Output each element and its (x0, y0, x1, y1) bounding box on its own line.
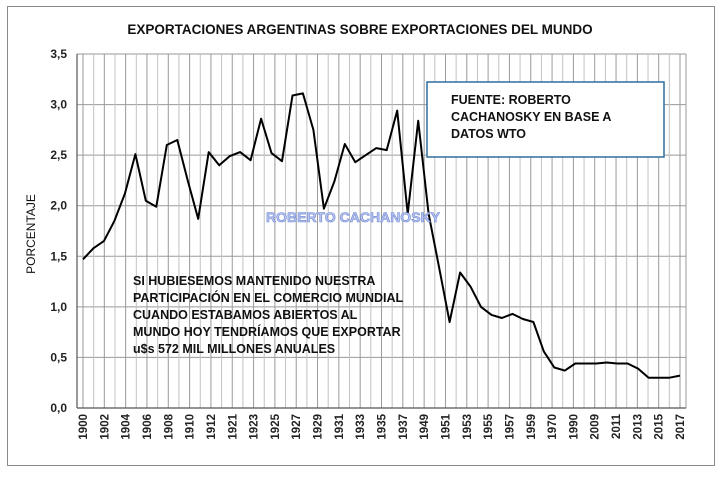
x-tick-label: 2015 (654, 413, 666, 439)
x-tick-label: 1921 (227, 413, 239, 439)
x-tick-label: 1908 (163, 413, 175, 439)
x-tick-label: 1910 (185, 414, 197, 440)
x-tick-label: 1904 (121, 413, 133, 439)
x-tick-label: 1931 (334, 413, 346, 439)
y-tick-label: 2,0 (50, 199, 67, 213)
y-tick-labels: 0,0 0,5 1,0 1,5 2,0 2,5 3,0 3,5 (50, 47, 67, 415)
note-line: CUANDO ESTABAMOS ABIERTOS AL (133, 308, 358, 322)
x-tick-label: 1906 (142, 414, 154, 440)
x-tick-label: 1912 (206, 414, 218, 440)
y-axis-label: PORCENTAJE (24, 194, 38, 274)
x-tick-label: 1957 (504, 414, 516, 440)
x-tick-label: 1959 (526, 414, 538, 440)
source-line: CACHANOSKY EN BASE A (451, 110, 611, 124)
series-line-export-share (82, 92, 681, 379)
x-tick-label: 1970 (547, 414, 559, 440)
x-tick-label: 1900 (78, 414, 90, 440)
x-tick-label: 1937 (398, 414, 410, 440)
chart-title: EXPORTACIONES ARGENTINAS SOBRE EXPORTACI… (127, 22, 592, 37)
note-line: MUNDO HOY TENDRÍAMOS QUE EXPORTAR (133, 324, 401, 339)
x-tick-label: 1990 (568, 414, 580, 440)
x-tick-labels: 1900 1902 1904 1906 1908 1910 1912 1921 1923 1925… (78, 413, 687, 439)
y-tick-label: 3,5 (50, 47, 67, 61)
y-tick-label: 1,0 (50, 300, 67, 314)
source-line: DATOS WTO (451, 127, 526, 141)
x-tick-label: 1949 (419, 414, 431, 440)
y-tick-label: 0,5 (50, 350, 67, 364)
y-tick-label: 3,0 (50, 98, 67, 112)
series-layer (82, 92, 681, 379)
watermark-text: ROBERTO CACHANOSKY (266, 209, 441, 225)
x-tick-label: 2017 (675, 414, 687, 440)
x-tick-label: 1902 (99, 414, 111, 440)
y-tick-label: 1,5 (50, 249, 67, 263)
note-line: u$s 572 MIL MILLONES ANUALES (133, 342, 335, 356)
x-tick-label: 1925 (270, 413, 282, 439)
x-tick-label: 1935 (377, 413, 389, 439)
note-line: PARTICIPACIÓN EN EL COMERCIO MUNDIAL (133, 290, 404, 305)
note-line: SI HUBIESEMOS MANTENIDO NUESTRA (133, 274, 375, 288)
x-tick-label: 1951 (440, 413, 452, 439)
x-tick-label: 1927 (291, 414, 303, 440)
note-annotation: SI HUBIESEMOS MANTENIDO NUESTRA PARTICIPA… (133, 274, 404, 356)
x-tick-label: 2011 (611, 413, 623, 439)
source-line: FUENTE: ROBERTO (451, 93, 571, 107)
source-annotation-box: FUENTE: ROBERTO CACHANOSKY EN BASE A DATOS… (426, 81, 665, 158)
x-tick-label: 1933 (355, 414, 367, 440)
x-tick-label: 2013 (632, 414, 644, 440)
x-tick-label: 1955 (483, 413, 495, 439)
source-box-border (426, 81, 665, 158)
x-tick-label: 1923 (249, 414, 261, 440)
axes (76, 54, 687, 409)
x-tick-label: 2009 (590, 414, 602, 440)
y-tick-label: 0,0 (50, 401, 67, 415)
x-tick-label: 1929 (313, 414, 325, 440)
x-tick-label: 1953 (462, 414, 474, 440)
y-tick-label: 2,5 (50, 148, 67, 162)
